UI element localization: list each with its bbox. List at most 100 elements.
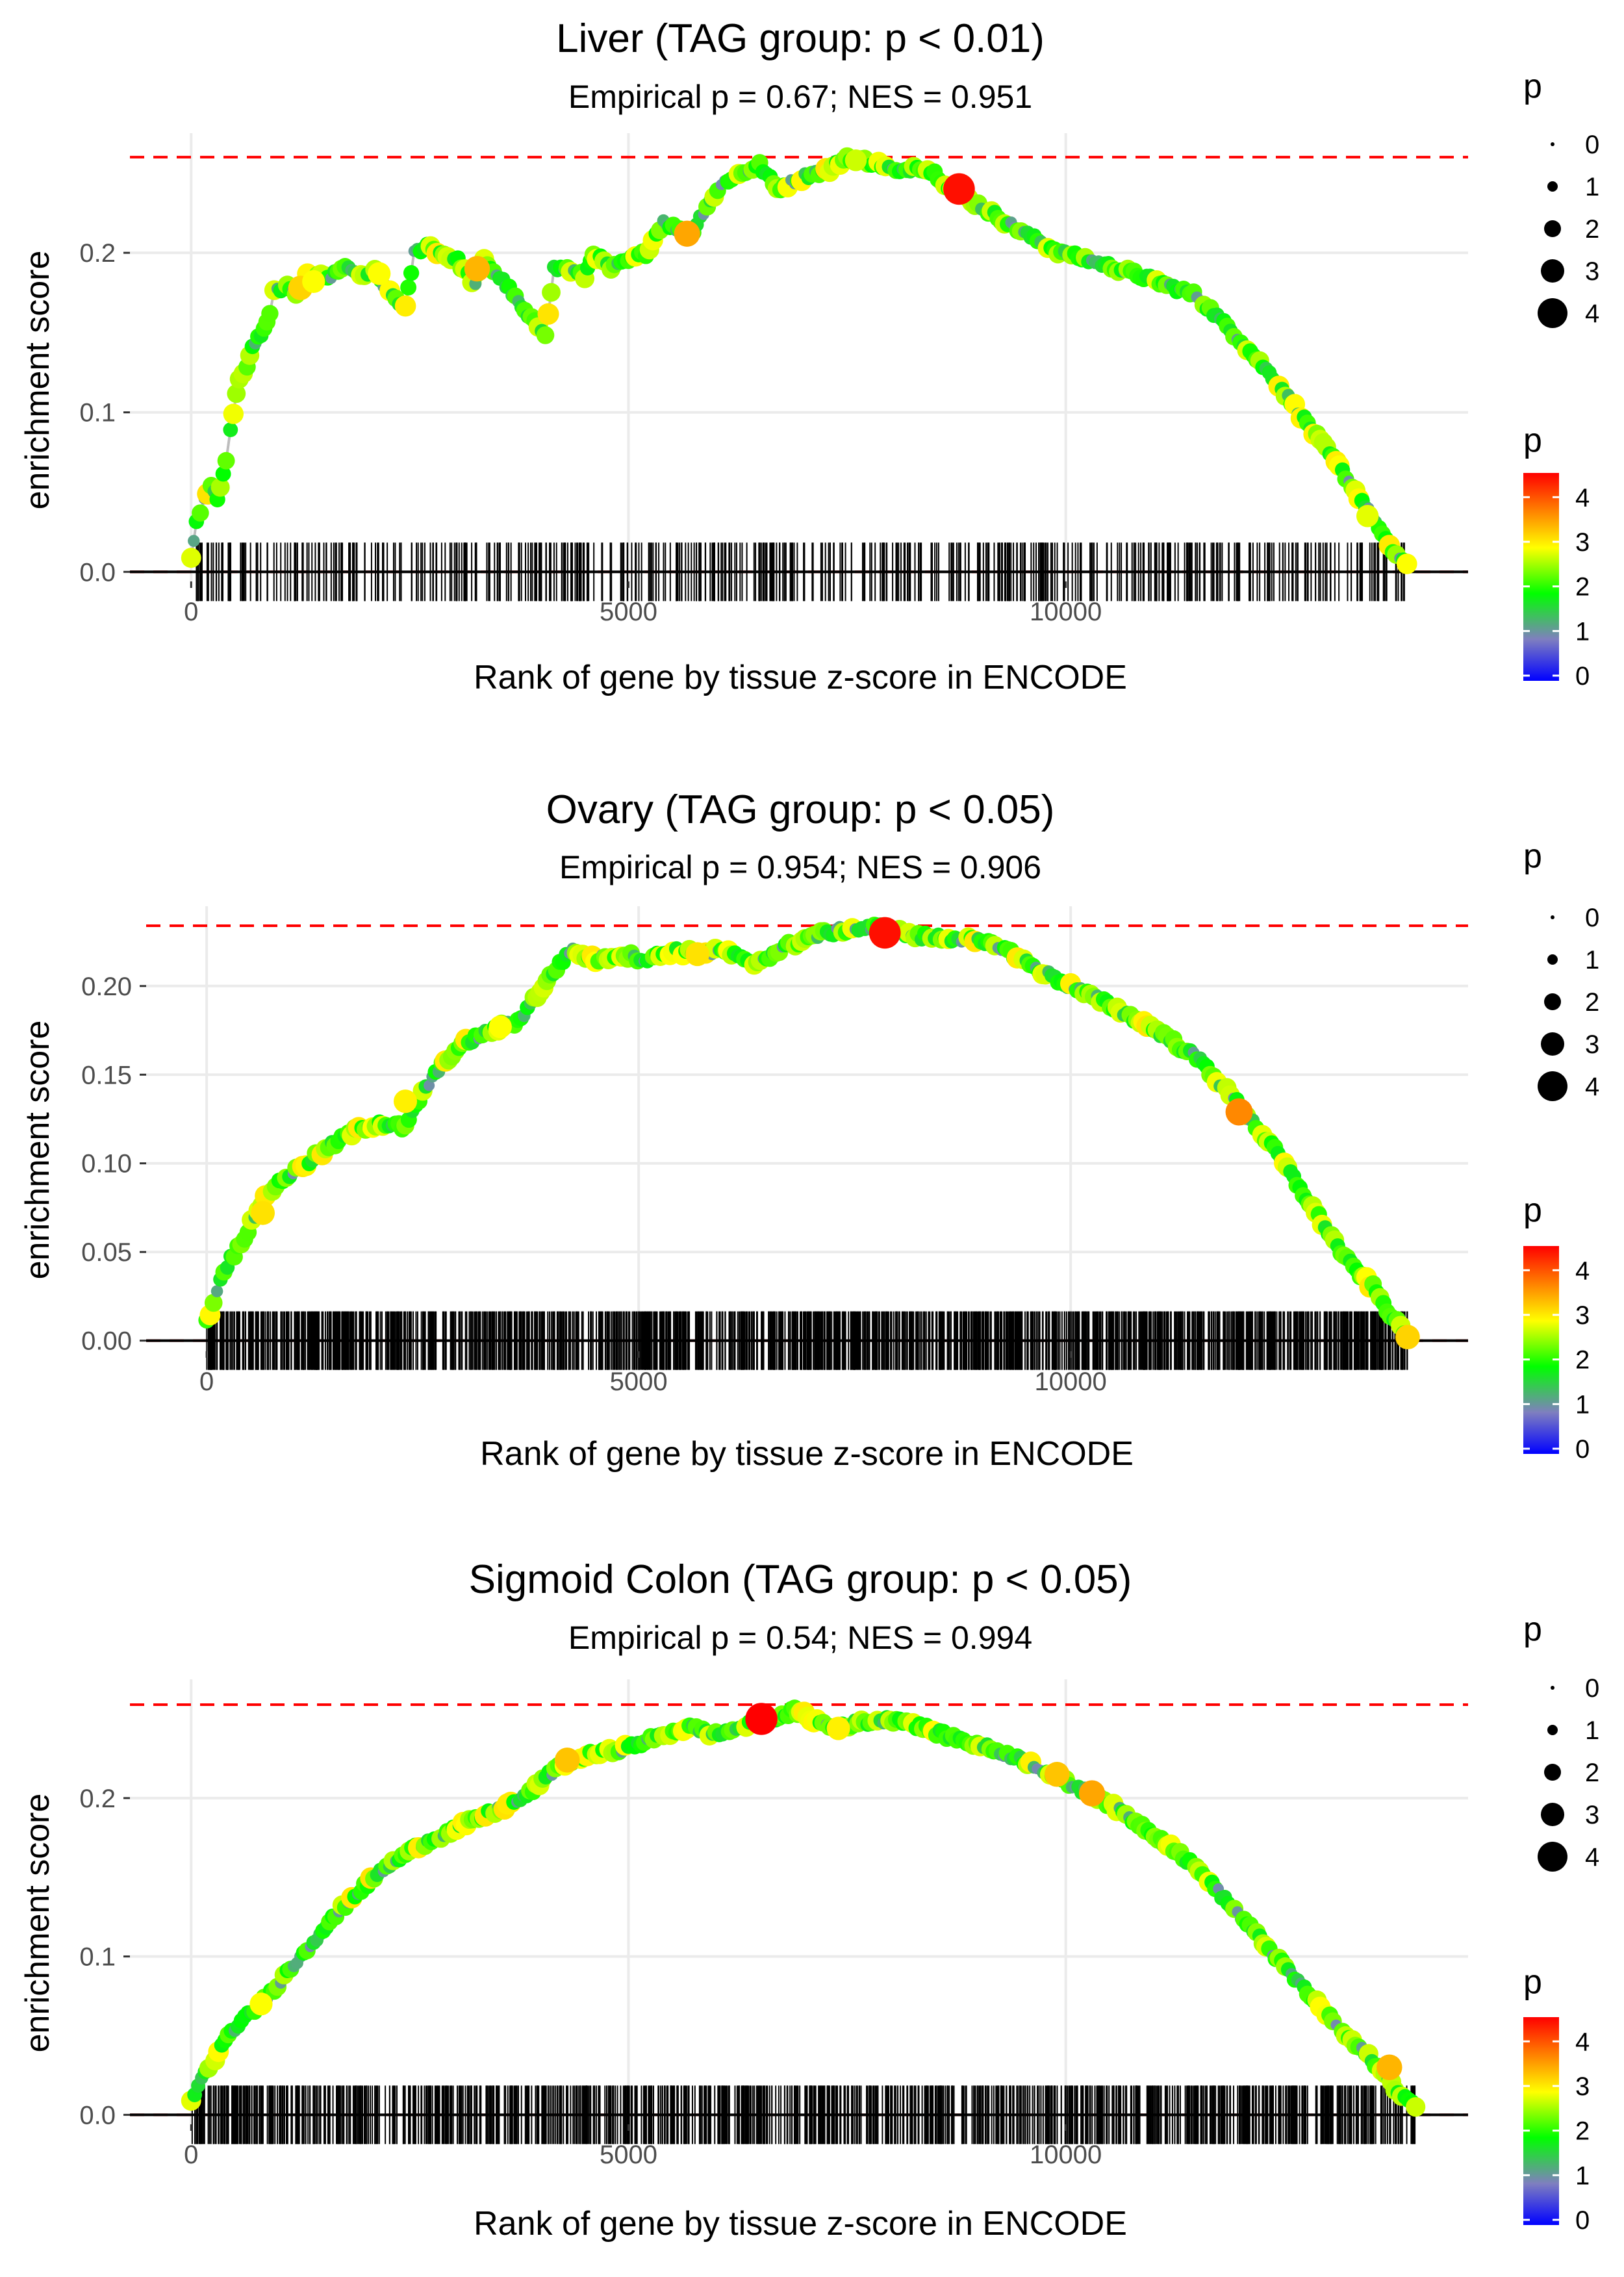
chart-title: Sigmoid Colon (TAG group: p < 0.05) [469,1557,1132,1602]
x-tick-label: 0 [184,598,198,626]
data-point-highlight [251,1201,275,1225]
y-tick-label: 0.2 [79,239,116,268]
x-tick-label: 0 [184,2141,198,2169]
data-point-highlight [1356,505,1379,528]
size-legend-dot [1538,1842,1567,1872]
size-legend-dot [1541,1803,1564,1826]
data-point [400,279,417,296]
data-point-highlight [1225,1098,1253,1126]
size-legend-label: 0 [1585,131,1599,159]
size-legend-label: 1 [1585,946,1599,974]
chart-subtitle: Empirical p = 0.67; NES = 0.951 [568,79,1032,115]
data-point [227,384,246,403]
y-tick-label: 0.1 [79,1943,116,1972]
legend-liver: p 0 1 2 3 4 p 0 1 2 3 4 [1523,68,1599,691]
size-legend-label: 3 [1585,1801,1599,1829]
data-point [217,452,235,470]
points [181,1699,1426,2117]
size-legend-title: p [1523,837,1542,875]
es-curve [190,154,1408,565]
data-point [223,422,238,437]
color-legend-label: 3 [1575,1301,1590,1330]
data-point [210,477,230,497]
color-legend-label: 0 [1575,2206,1590,2235]
plot-area-liver: 0 5000 10000 0.0 0.1 0.2 [79,133,1468,626]
color-legend-label: 1 [1575,2161,1590,2190]
size-legend-dot [1547,954,1558,965]
y-tick-label: 0.05 [81,1238,132,1267]
color-legend-label: 4 [1575,1256,1590,1285]
chart-subtitle: Empirical p = 0.954; NES = 0.906 [559,849,1041,885]
y-tick-label: 0.0 [79,2101,116,2130]
y-axis-label: enrichment score [19,1021,57,1280]
x-tick-label: 0 [199,1367,214,1396]
axes: 0 5000 10000 0.0 0.1 0.2 [79,239,1102,626]
size-legend-dot [1551,142,1554,146]
data-point [181,548,201,568]
color-legend-label: 1 [1575,1390,1590,1419]
data-point [210,1285,223,1297]
color-legend-label: 3 [1575,2072,1590,2101]
size-legend-label: 1 [1585,1716,1599,1745]
y-tick-label: 0.1 [79,399,116,427]
data-point-highlight [302,270,325,293]
color-legend-label: 0 [1575,662,1590,691]
panel-ovary: Ovary (TAG group: p < 0.05) Empirical p … [19,787,1599,1473]
legend-sigmoid-colon: p 0 1 2 3 4 p 0 1 2 3 4 [1523,1610,1599,2235]
color-legend-label: 3 [1575,528,1590,557]
color-legend-label: 2 [1575,2117,1590,2146]
data-point-highlight [745,1703,778,1735]
size-legend-dot [1544,1764,1561,1781]
size-legend-label: 2 [1585,1759,1599,1787]
data-point [215,466,231,482]
data-point [542,283,561,302]
points [198,917,1420,1350]
x-axis-label: Rank of gene by tissue z-score in ENCODE [480,1435,1134,1473]
panel-sigmoid-colon: Sigmoid Colon (TAG group: p < 0.05) Empi… [19,1557,1599,2243]
plot-area-sigmoid-colon: 0 5000 10000 0.0 0.1 0.2 [79,1679,1468,2169]
color-legend: 0 1 2 3 4 [1523,473,1590,691]
data-point-highlight [368,262,391,285]
size-legend-dot [1544,220,1561,237]
size-legend-label: 2 [1585,215,1599,244]
data-point [403,265,420,281]
color-legend: 0 1 2 3 4 [1523,1246,1590,1464]
data-point-highlight [685,942,710,967]
axes: 0 5000 10000 0.00 0.05 0.10 0.15 0.20 [81,973,1107,1396]
data-point-highlight [249,1992,273,2016]
data-point-highlight [844,149,867,172]
data-point [188,535,200,547]
chart-subtitle: Empirical p = 0.54; NES = 0.994 [568,1620,1032,1656]
data-point [1406,2097,1426,2117]
y-tick-label: 0.10 [81,1150,132,1178]
y-tick-label: 0.00 [81,1327,132,1356]
chart-title: Ovary (TAG group: p < 0.05) [546,787,1055,832]
x-axis-label: Rank of gene by tissue z-score in ENCODE [474,659,1127,696]
size-legend-dot [1538,1071,1567,1101]
size-legend-label: 3 [1585,1030,1599,1059]
x-tick-label: 5000 [610,1367,668,1396]
size-legend-dot [1551,1686,1554,1690]
y-axis-label: enrichment score [19,1794,57,2053]
data-point [424,1080,435,1091]
x-tick-label: 10000 [1030,2141,1102,2169]
color-legend-title: p [1523,1191,1542,1229]
size-legend-label: 0 [1585,1674,1599,1703]
grid [130,1679,1468,2124]
y-axis-label: enrichment score [19,251,57,510]
legend-ovary: p 0 1 2 3 4 p 0 1 2 3 4 [1523,837,1599,1464]
size-legend-title: p [1523,68,1542,105]
data-point [1396,553,1417,574]
color-bar [1523,473,1559,681]
x-tick-label: 10000 [1030,598,1102,626]
data-point-highlight [674,220,700,247]
panel-liver: Liver (TAG group: p < 0.01) Empirical p … [19,16,1599,696]
color-bar [1523,2017,1559,2225]
data-point [536,326,555,344]
data-point-highlight [1044,1761,1070,1787]
data-point [394,295,416,317]
size-legend-dot [1541,1032,1564,1056]
size-legend-dot [1547,181,1558,192]
data-point-highlight [464,256,490,282]
